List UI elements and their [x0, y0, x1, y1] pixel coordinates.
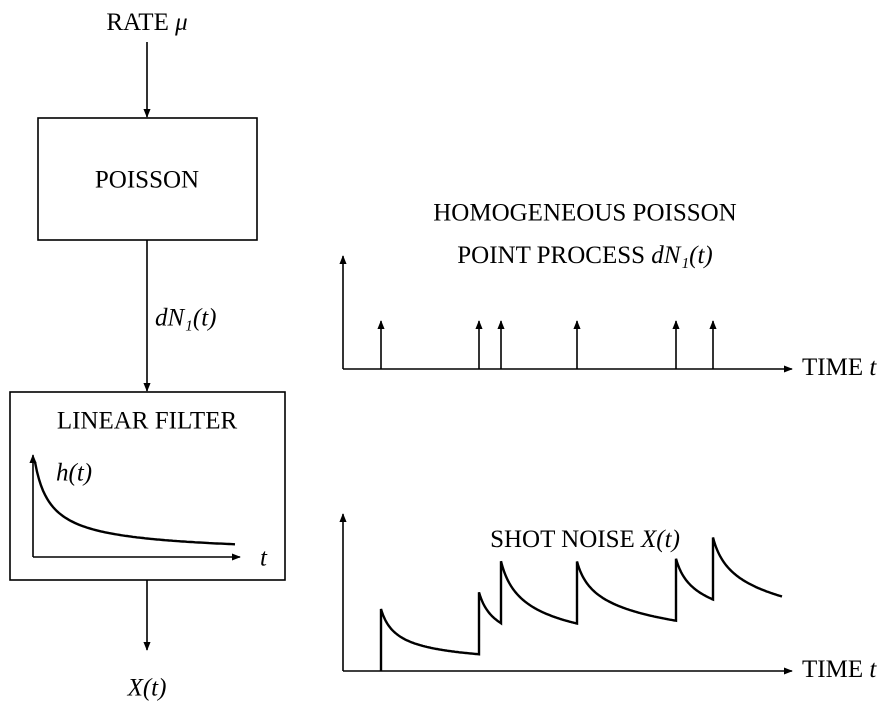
rate-text: RATE [106, 9, 169, 36]
x-axis-label: TIME t [802, 656, 877, 683]
plot-title-text: SHOT NOISE [490, 526, 635, 553]
x-axis-text: TIME [802, 656, 863, 683]
input-label: RATE μ [106, 9, 187, 36]
output-label: X(t) [127, 675, 167, 702]
plot-title: HOMOGENEOUS POISSON [433, 200, 737, 227]
inset-axis-label: t [260, 545, 268, 572]
plot-title: SHOT NOISE X(t) [490, 526, 680, 553]
plot-title-symbol: dN₁(t) [651, 242, 712, 269]
plot-title-symbol: X(t) [640, 526, 680, 553]
rate-symbol: μ [174, 9, 188, 36]
x-axis-symbol: t [869, 656, 877, 683]
block-label: LINEAR FILTER [57, 408, 238, 435]
x-axis-text: TIME [802, 354, 863, 381]
block-label: POISSON [95, 167, 199, 194]
plot-title-text: POINT PROCESS [457, 242, 645, 269]
x-axis-symbol: t [869, 354, 877, 381]
x-axis-label: TIME t [802, 354, 877, 381]
inset-curve-label: h(t) [56, 460, 92, 487]
impulse-response [33, 461, 236, 546]
plot-title: POINT PROCESS dN₁(t) [457, 242, 713, 269]
edge-label: dN₁(t) [155, 305, 216, 332]
shot-noise-curve [379, 537, 783, 671]
